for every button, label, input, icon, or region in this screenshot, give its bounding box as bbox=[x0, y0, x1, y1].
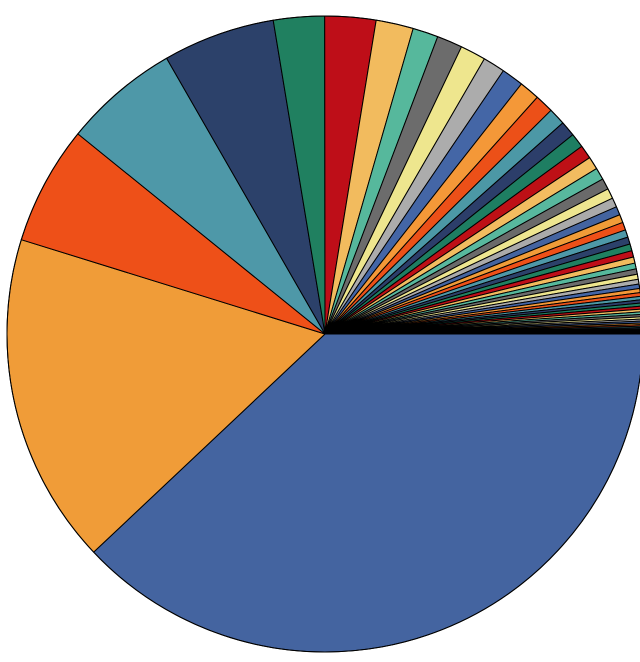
pie-slice-42 bbox=[324, 302, 640, 335]
pie-slice-53 bbox=[324, 327, 640, 335]
pie-slice-40 bbox=[324, 295, 640, 335]
pie-outline bbox=[6, 15, 640, 653]
pie-slice-41 bbox=[324, 299, 640, 335]
pie-slice-39 bbox=[324, 292, 640, 335]
pie-slice-48 bbox=[324, 318, 640, 335]
pie-slice-60 bbox=[324, 332, 640, 335]
pie-slice-45 bbox=[324, 311, 640, 335]
pie-slice-43 bbox=[324, 305, 640, 335]
pie-slice-46 bbox=[324, 314, 640, 335]
pie-slice-47 bbox=[324, 316, 640, 335]
